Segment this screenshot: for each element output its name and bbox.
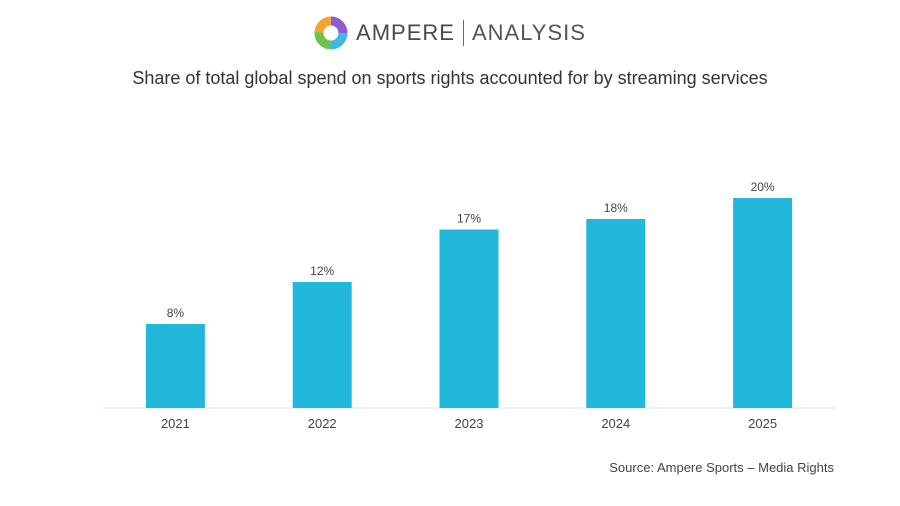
chart-title: Share of total global spend on sports ri… [132, 68, 768, 88]
bar-2023 [439, 229, 499, 408]
bar-2024 [586, 219, 646, 408]
x-tick-label-2024: 2024 [601, 416, 630, 431]
logo-sub-text: ANALYSIS [471, 20, 586, 45]
bar-2025 [733, 198, 793, 408]
bar-2021 [145, 324, 205, 408]
data-label-2024: 18% [604, 201, 628, 215]
x-tick-label-2023: 2023 [455, 416, 484, 431]
data-label-2022: 12% [310, 264, 334, 278]
data-label-2021: 8% [167, 306, 185, 320]
brand-logo: AMPERE ANALYSIS [0, 16, 900, 50]
x-tick-label-2022: 2022 [308, 416, 337, 431]
x-tick-label-2025: 2025 [748, 416, 777, 431]
bar-2022 [292, 282, 352, 408]
source-note: Source: Ampere Sports – Media Rights [609, 460, 834, 475]
data-label-2025: 20% [751, 180, 775, 194]
ampere-logo-icon [314, 16, 348, 50]
x-tick-label-2021: 2021 [161, 416, 190, 431]
logo-divider [462, 20, 464, 46]
data-label-2023: 17% [457, 212, 481, 226]
logo-brand-text: AMPERE [356, 20, 455, 45]
